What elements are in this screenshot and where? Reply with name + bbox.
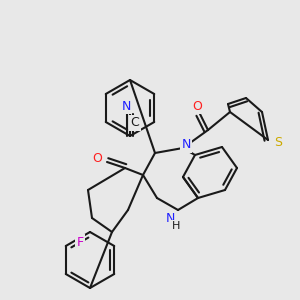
Text: H: H	[172, 221, 180, 231]
Text: C: C	[130, 116, 140, 130]
Text: O: O	[92, 152, 102, 166]
Text: N: N	[165, 212, 175, 224]
Text: N: N	[181, 139, 191, 152]
Text: O: O	[192, 100, 202, 112]
Text: S: S	[274, 136, 282, 149]
Text: N: N	[121, 100, 131, 112]
Text: F: F	[76, 236, 84, 248]
